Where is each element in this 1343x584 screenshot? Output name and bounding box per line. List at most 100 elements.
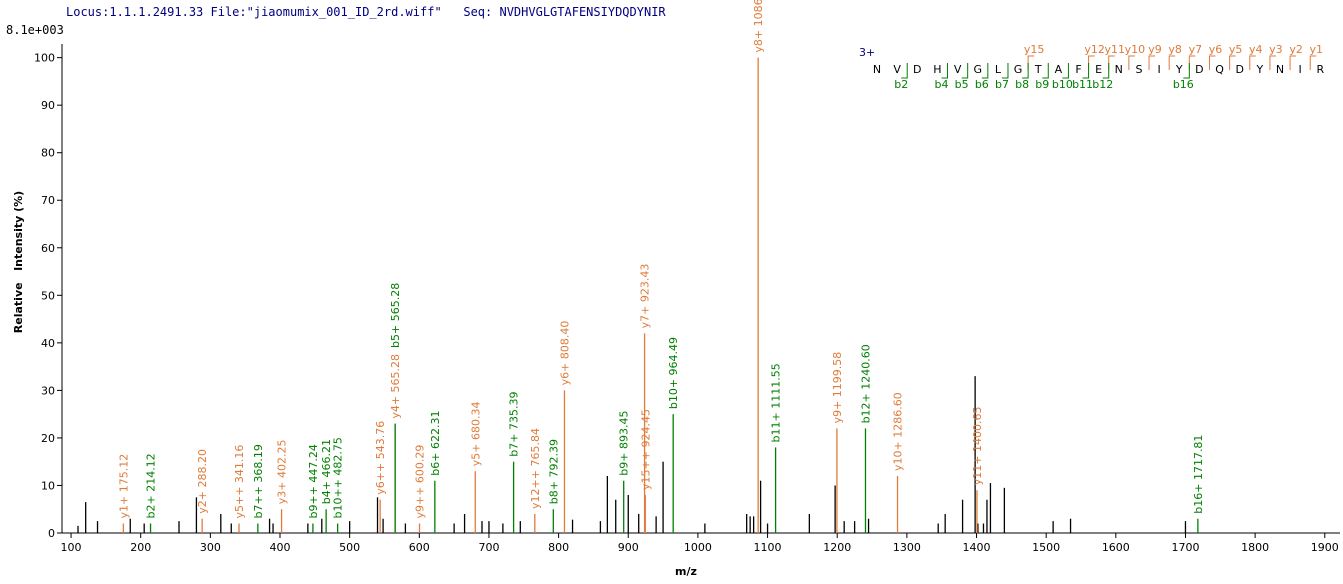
- y-tick-label: 40: [41, 337, 55, 350]
- y-ion-label: y6: [1209, 43, 1223, 56]
- b-ion-marker: [1082, 63, 1090, 79]
- b-ion-marker: [941, 63, 949, 79]
- residue: G: [1014, 63, 1023, 76]
- peak-label: b2+ 214.12: [145, 453, 158, 518]
- residue: G: [973, 63, 982, 76]
- residue: Q: [1215, 63, 1224, 76]
- residue: H: [933, 63, 941, 76]
- peak-label: y6++ 543.76: [374, 421, 387, 495]
- peak-label: y5++ 341.16: [233, 445, 246, 519]
- b-ion-label: b9: [1035, 78, 1049, 91]
- charge-state: 3+: [859, 46, 875, 59]
- peak-label: b7++ 368.19: [252, 444, 265, 518]
- peak-label: y15++ 924.45: [639, 409, 652, 490]
- peak-label: b5+ 565.28: [389, 283, 402, 348]
- peak-label: y5+ 680.34: [469, 401, 482, 466]
- y-tick-label: 90: [41, 99, 55, 112]
- peak-label: b16+ 1717.81: [1192, 435, 1205, 514]
- x-tick-label: 1600: [1102, 541, 1130, 554]
- residue: I: [1299, 63, 1302, 76]
- y-tick-label: 60: [41, 242, 55, 255]
- peak-label: y9+ 1199.58: [831, 352, 844, 424]
- intensity-max: 8.1e+003: [6, 23, 64, 37]
- b-ion-label: b2: [894, 78, 908, 91]
- x-tick-label: 1000: [684, 541, 712, 554]
- residue: R: [1316, 63, 1324, 76]
- y-ion-label: y9: [1148, 43, 1162, 56]
- b-ion-label: b5: [955, 78, 969, 91]
- b-ion-marker: [961, 63, 969, 79]
- peak-label: y4+ 565.28: [389, 354, 402, 419]
- peak-label: y3+ 402.25: [276, 440, 289, 505]
- residue: N: [873, 63, 881, 76]
- y-tick-label: 10: [41, 479, 55, 492]
- y-ion-label: y5: [1229, 43, 1243, 56]
- peak-label: y1+ 175.12: [117, 454, 130, 519]
- peak-label: b12+ 1240.60: [859, 344, 872, 423]
- peak-label: b4+ 466.21: [320, 439, 333, 504]
- x-tick-label: 1300: [893, 541, 921, 554]
- chart-title: Locus:1.1.1.2491.33 File:"jiaomumix_001_…: [66, 5, 666, 19]
- y-ion-label: y11: [1104, 43, 1125, 56]
- residue: T: [1034, 63, 1042, 76]
- x-tick-label: 300: [200, 541, 221, 554]
- residue: L: [995, 63, 1002, 76]
- x-tick-label: 1500: [1032, 541, 1060, 554]
- b-ion-marker: [1001, 63, 1009, 79]
- y-ion-marker: [1269, 55, 1276, 70]
- b-ion-label: b6: [975, 78, 989, 91]
- residue: D: [913, 63, 921, 76]
- b-ion-marker: [1022, 63, 1029, 79]
- x-tick-label: 800: [548, 541, 569, 554]
- peak-label: y7+ 923.43: [639, 264, 652, 329]
- b-ion-marker: [1102, 63, 1110, 79]
- peak-label: b10+ 964.49: [667, 337, 680, 409]
- peak-label: b10++ 482.75: [332, 437, 345, 518]
- b-ion-marker: [1183, 63, 1190, 79]
- x-tick-label: 700: [478, 541, 499, 554]
- peak-label: b8+ 792.39: [547, 439, 560, 504]
- y-tick-label: 30: [41, 384, 55, 397]
- y-ion-marker: [1148, 55, 1156, 70]
- y-ion-label: y7: [1189, 43, 1203, 56]
- x-tick-label: 1400: [963, 541, 991, 554]
- y-ion-marker: [1208, 55, 1216, 70]
- peak-label: b11+ 1111.55: [770, 363, 783, 442]
- x-tick-label: 900: [618, 541, 639, 554]
- y-ion-marker: [1168, 55, 1176, 70]
- peak-label: y2+ 288.20: [196, 449, 209, 514]
- b-ion-marker: [981, 63, 989, 79]
- peak-label: y10+ 1286.60: [892, 392, 905, 471]
- x-tick-label: 1200: [823, 541, 851, 554]
- y-tick-label: 0: [48, 527, 55, 540]
- peak-label: b9++ 447.24: [307, 444, 320, 518]
- residue: I: [1157, 63, 1160, 76]
- x-tick-label: 400: [270, 541, 291, 554]
- x-tick-label: 200: [130, 541, 151, 554]
- b-ion-label: b4: [935, 78, 949, 91]
- residue: D: [1235, 63, 1243, 76]
- x-tick-label: 100: [61, 541, 82, 554]
- y-tick-label: 80: [41, 147, 55, 160]
- y-ion-label: y3: [1269, 43, 1283, 56]
- b-ion-label: b16: [1173, 78, 1194, 91]
- b-ion-label: b11: [1072, 78, 1093, 91]
- y-ion-label: y1: [1309, 43, 1323, 56]
- y-tick-label: 100: [34, 52, 55, 65]
- y-tick-label: 20: [41, 432, 55, 445]
- x-tick-label: 1100: [754, 541, 782, 554]
- peak-label: y6+ 808.40: [558, 321, 571, 386]
- x-tick-label: 1800: [1241, 541, 1269, 554]
- residue: S: [1135, 63, 1142, 76]
- residue: V: [954, 63, 962, 76]
- x-tick-label: 1700: [1171, 541, 1199, 554]
- x-tick-label: 600: [409, 541, 430, 554]
- residue: E: [1095, 63, 1102, 76]
- b-ion-marker: [1042, 63, 1049, 79]
- y-ion-marker: [1309, 55, 1317, 70]
- b-ion-marker: [1062, 63, 1069, 79]
- peak-label: b6+ 622.31: [429, 411, 442, 476]
- y-ion-label: y8: [1168, 43, 1182, 56]
